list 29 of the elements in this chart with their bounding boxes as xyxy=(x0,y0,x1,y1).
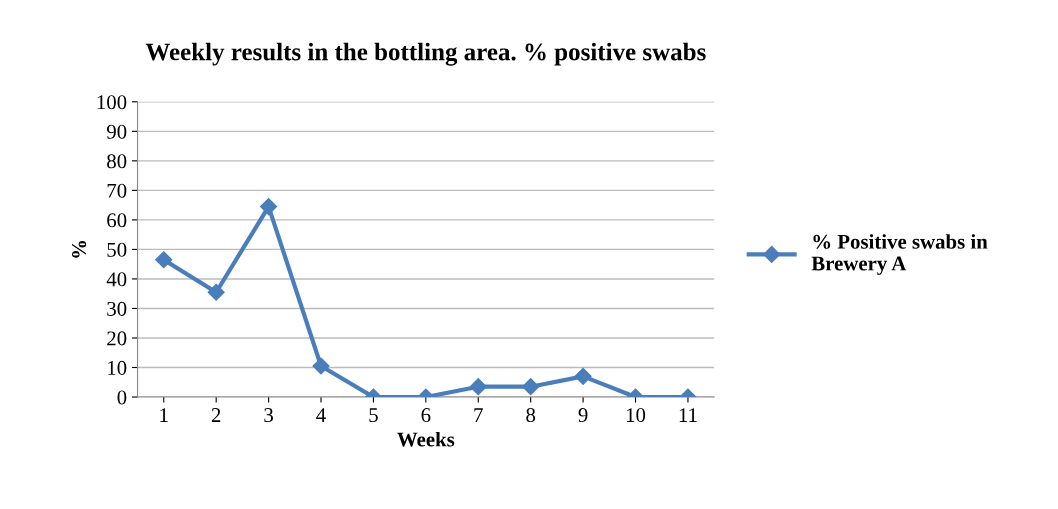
y-tick-label: 70 xyxy=(107,183,127,198)
y-tick-label: 50 xyxy=(107,242,127,257)
y-tick-label: 40 xyxy=(106,272,127,287)
x-tick-label: 9 xyxy=(578,408,588,423)
point xyxy=(260,198,278,216)
x-tick-label: 11 xyxy=(679,408,697,422)
x-tick-label: 6 xyxy=(421,408,431,423)
y-tick-label: 80 xyxy=(107,154,127,169)
x-tick-label: 3 xyxy=(264,408,273,423)
x-tick-label: 8 xyxy=(526,408,536,423)
y-tick-label: 90 xyxy=(106,124,127,139)
x-tick-label: 1 xyxy=(160,408,168,422)
chart-title: Weekly results in the bottling area. % positive swabs xyxy=(145,42,706,66)
point xyxy=(155,251,173,269)
legend-label: % Positive swabs in Brewery A xyxy=(811,234,988,275)
y-axis-title: % xyxy=(72,240,87,258)
y-tick-label: 30 xyxy=(107,301,127,316)
y-tick-label: 20 xyxy=(107,331,127,346)
y-tick-label: 60 xyxy=(107,213,127,228)
x-axis-title: Weeks xyxy=(397,431,455,447)
y-tick-label: 100 xyxy=(97,95,127,110)
x-tick-label: 2 xyxy=(211,408,221,422)
x-tick-label: 10 xyxy=(626,408,646,423)
x-tick-label: 4 xyxy=(316,408,326,422)
x-tick-label: 7 xyxy=(474,408,483,422)
y-tick-label: 10 xyxy=(108,360,127,375)
point xyxy=(207,283,225,301)
x-tick-label: 5 xyxy=(369,408,378,423)
y-tick-label: 0 xyxy=(117,390,127,405)
